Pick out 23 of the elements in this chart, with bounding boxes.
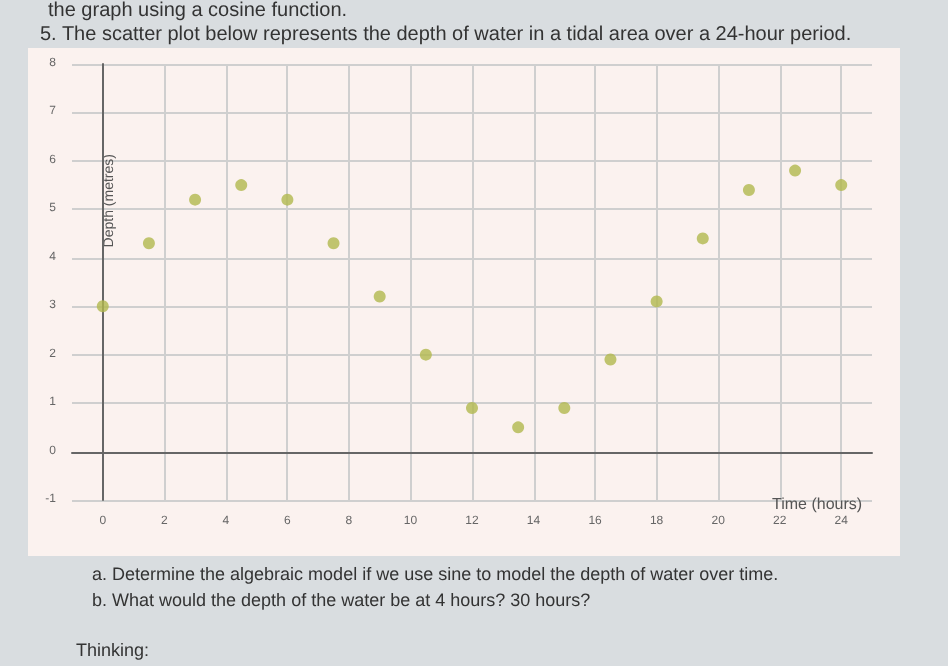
point <box>835 179 848 192</box>
point <box>512 421 525 434</box>
text: a. Determine the algebraic model if we use sine to model the depth of water over time. <box>92 564 779 584</box>
text: Thinking: <box>76 640 150 660</box>
point <box>604 353 617 366</box>
point <box>742 183 755 196</box>
point <box>789 164 802 177</box>
point <box>558 401 571 414</box>
text: the graph using a cosine function. <box>48 0 348 22</box>
point <box>650 295 663 308</box>
point <box>189 193 202 206</box>
point <box>466 401 478 414</box>
chart-title: 5. The scatter plot below represents the depth of water in a tidal area over a 24-hour period. <box>40 24 852 46</box>
x-axis-title: Time (hours) <box>772 494 863 513</box>
point <box>419 348 432 361</box>
point <box>281 193 294 206</box>
point <box>235 179 248 192</box>
text: b. What would the depth of the water be at 4 hours? 30 hours? <box>92 590 591 610</box>
point <box>696 232 709 245</box>
point <box>142 237 155 250</box>
point <box>96 300 109 313</box>
point <box>373 290 386 303</box>
point <box>327 237 340 250</box>
